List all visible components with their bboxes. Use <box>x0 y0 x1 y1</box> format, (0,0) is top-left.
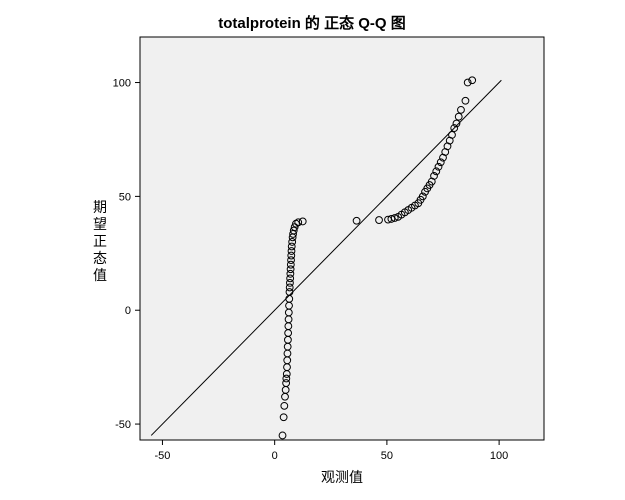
data-point <box>418 192 427 201</box>
data-point <box>430 171 438 180</box>
data-points <box>278 76 477 440</box>
data-point <box>286 278 294 287</box>
data-point <box>280 401 289 410</box>
data-point <box>436 158 445 167</box>
data-point <box>286 260 295 269</box>
data-point <box>286 269 295 278</box>
data-point <box>287 247 296 255</box>
data-point <box>457 105 465 114</box>
data-point <box>463 78 472 87</box>
data-point <box>298 217 307 226</box>
x-tick-label: 100 <box>490 450 508 462</box>
data-point <box>285 283 294 292</box>
data-point <box>468 76 477 85</box>
x-tick-label: 0 <box>272 450 278 462</box>
data-point <box>390 214 399 222</box>
data-point <box>452 119 461 128</box>
y-tick-label: -50 <box>115 419 131 431</box>
data-point <box>434 162 443 171</box>
y-tick-label: 50 <box>119 191 131 203</box>
x-tick-label: -50 <box>154 450 170 462</box>
data-point <box>286 265 295 274</box>
data-point <box>450 124 459 132</box>
data-point <box>432 167 441 176</box>
data-point <box>287 256 295 265</box>
data-point <box>289 226 298 235</box>
data-point <box>448 131 456 139</box>
data-point <box>454 112 463 121</box>
plot-area <box>139 36 545 441</box>
data-point <box>287 242 296 251</box>
data-point <box>282 374 291 383</box>
data-point <box>287 251 296 260</box>
y-tick-label: 100 <box>113 78 131 90</box>
reference-line <box>150 79 502 436</box>
chart-title: totalprotein 的 正态 Q-Q 图 <box>218 14 406 32</box>
data-point <box>279 413 288 422</box>
axes: -50 0 50 100 -50 0 50 100 <box>113 78 509 462</box>
y-axis-label: 期望正态值 <box>93 200 107 284</box>
data-point <box>288 238 297 246</box>
data-point <box>375 216 383 224</box>
x-axis-label: 观测值 <box>321 470 363 486</box>
data-point <box>294 218 303 227</box>
y-tick-label: 0 <box>125 305 131 317</box>
x-tick-label: 50 <box>381 450 393 462</box>
data-point <box>286 274 295 283</box>
data-point <box>282 379 291 387</box>
data-point <box>461 96 470 105</box>
data-point <box>387 215 396 223</box>
data-point <box>285 288 294 296</box>
data-point <box>278 431 287 440</box>
data-point <box>292 219 300 228</box>
data-point <box>352 216 361 225</box>
